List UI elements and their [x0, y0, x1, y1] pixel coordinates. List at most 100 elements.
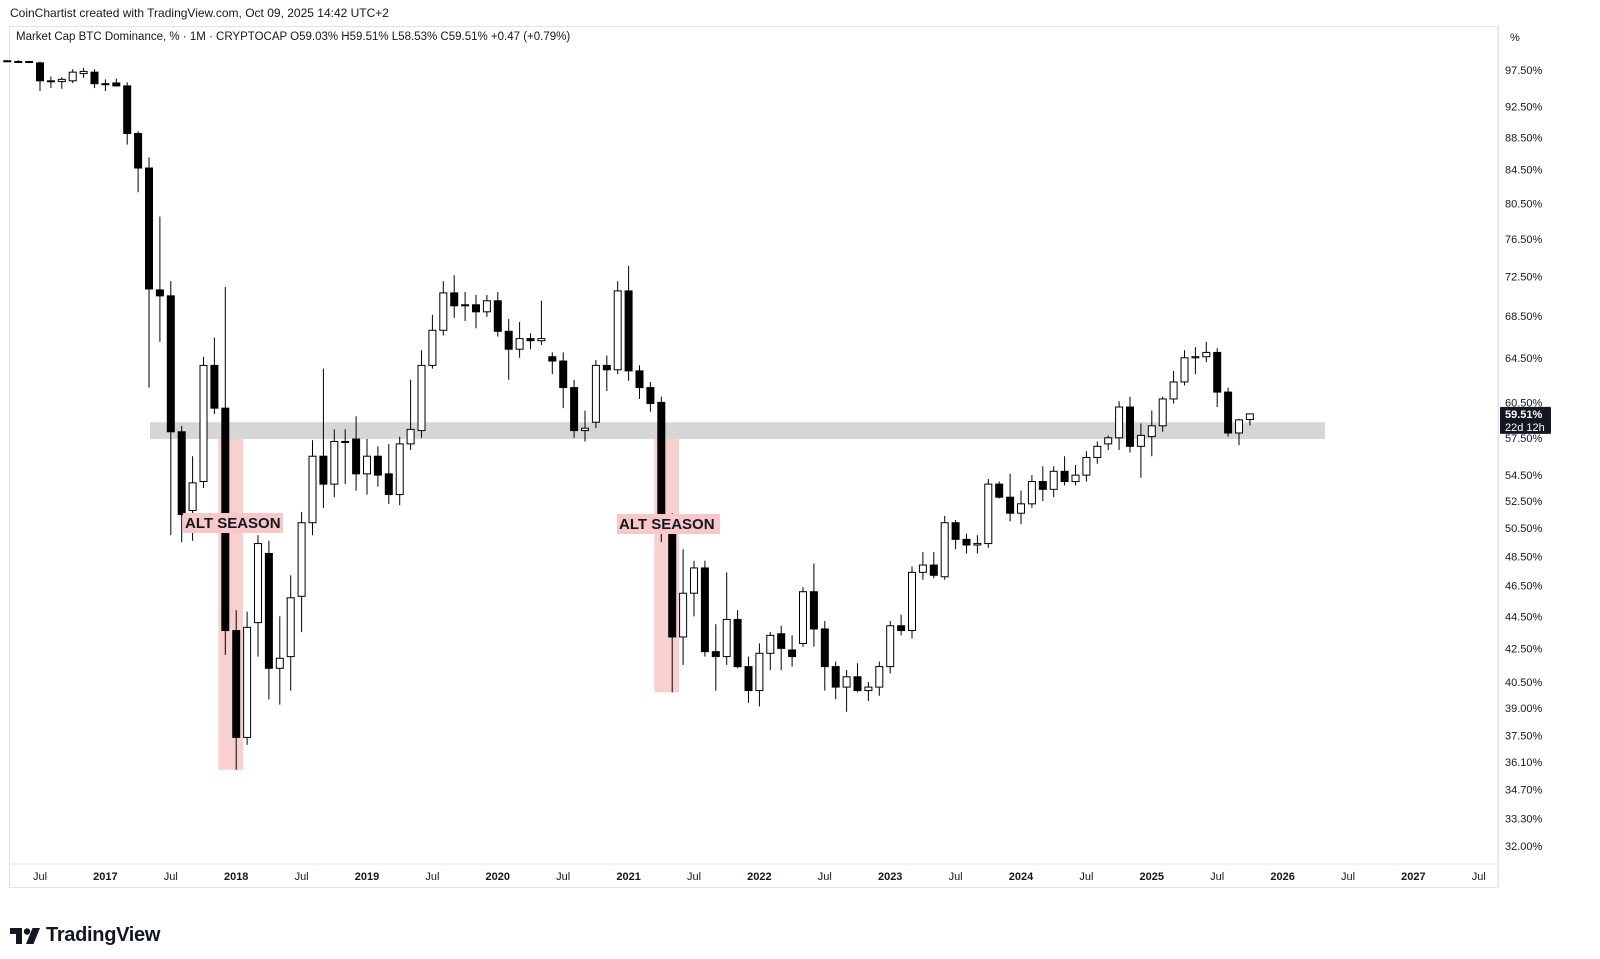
candle [308, 440, 317, 536]
candle-body [36, 62, 44, 82]
x-axis-tick-label: Jul [556, 871, 570, 883]
candle [417, 350, 426, 438]
candle-body [995, 483, 1004, 498]
candle [984, 478, 993, 548]
candle [199, 356, 208, 489]
candle-body [679, 592, 688, 638]
candle [36, 61, 44, 92]
candle [1027, 475, 1036, 508]
candle-body [886, 625, 895, 668]
candle [929, 552, 938, 579]
y-axis-tick-label: 68.50% [1505, 311, 1543, 323]
candle [559, 352, 568, 409]
candle [166, 281, 175, 536]
candle [330, 429, 339, 498]
candle-body [1158, 398, 1167, 427]
candle [995, 481, 1004, 499]
candle-body [14, 60, 23, 63]
x-axis-tick-label: Jul [687, 871, 701, 883]
candle [1158, 396, 1167, 432]
candle-body [155, 289, 164, 297]
candle [395, 436, 404, 506]
candle [1082, 451, 1091, 482]
candle-body [962, 538, 971, 546]
candle [744, 656, 753, 703]
candle [864, 681, 873, 702]
candle-body [853, 676, 862, 692]
candle [461, 291, 470, 321]
y-axis-tick-label: 39.00% [1505, 703, 1543, 715]
candle [472, 294, 480, 329]
candle-body [232, 630, 241, 738]
candle [908, 566, 916, 639]
candle [700, 560, 709, 657]
candle [1093, 441, 1102, 464]
y-axis-tick-label: 40.50% [1505, 677, 1543, 689]
candle [3, 60, 12, 63]
candle [406, 379, 415, 451]
candle-body [177, 431, 186, 516]
candle [1202, 341, 1211, 363]
candle-body [559, 360, 568, 389]
x-axis-tick-label: 2022 [747, 871, 771, 883]
candle [384, 443, 393, 504]
candle-body [940, 522, 949, 578]
candle-body [842, 676, 851, 688]
candle-body [581, 427, 589, 432]
candle-body [1049, 470, 1058, 490]
candle-body [929, 564, 938, 576]
candle-body [112, 82, 121, 87]
y-axis-tick-label: 44.50% [1505, 611, 1543, 623]
x-axis-tick-label: Jul [1079, 871, 1093, 883]
candle-body [1093, 445, 1102, 458]
candle [799, 587, 807, 647]
candle [373, 446, 382, 487]
candle [90, 69, 99, 89]
candle [493, 291, 502, 337]
candle [1049, 466, 1058, 498]
candle [297, 511, 306, 633]
candle [722, 572, 731, 665]
y-axis-tick-label: 97.50% [1505, 65, 1543, 77]
candle [962, 533, 971, 554]
alt-season-label-bg [183, 513, 283, 533]
y-axis-tick-label: 76.50% [1505, 234, 1543, 246]
candle-body [406, 428, 415, 445]
candle-body [1006, 496, 1015, 514]
candle-body [373, 455, 382, 476]
x-axis-tick-label: 2017 [93, 871, 117, 883]
candle [897, 614, 906, 636]
candle-body [395, 443, 404, 496]
candle [875, 661, 884, 696]
candle [264, 540, 273, 700]
candle [940, 515, 949, 580]
candle-body [799, 591, 807, 644]
candle-body [788, 649, 797, 658]
candle [243, 611, 252, 745]
y-axis-tick-label: 48.50% [1505, 551, 1543, 563]
candle-body [286, 597, 295, 658]
candle-body [79, 70, 88, 75]
tradingview-logo[interactable]: TradingView [10, 924, 160, 947]
candle [515, 322, 524, 358]
x-axis-tick-label: Jul [164, 871, 178, 883]
candle [1245, 413, 1254, 426]
candle [46, 76, 55, 89]
candle-body [548, 356, 557, 362]
candle-body [417, 364, 426, 432]
candle [341, 429, 350, 485]
candle-body [908, 571, 916, 632]
y-axis-tick-label: 57.50% [1505, 433, 1543, 445]
candle [788, 635, 797, 667]
candle [853, 663, 862, 693]
candle-body [831, 666, 840, 688]
candle [79, 67, 88, 78]
candle-body [1038, 481, 1047, 490]
x-axis-tick-label: Jul [295, 871, 309, 883]
candle [363, 439, 371, 495]
candle [254, 535, 262, 657]
candle-body [145, 167, 153, 290]
candle-body [722, 618, 731, 658]
candle-body [210, 364, 219, 409]
